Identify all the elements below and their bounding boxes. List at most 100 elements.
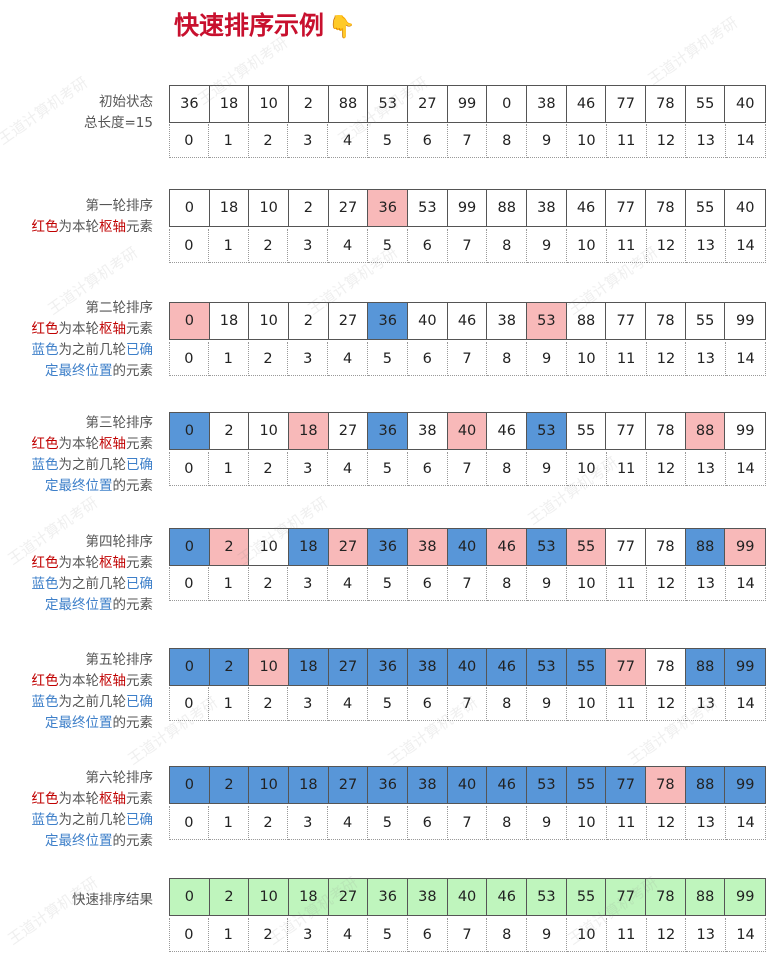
label-segment: 为本轮 <box>58 673 100 689</box>
label-segment: 为之前几轮 <box>58 342 127 358</box>
label-line: 总长度=15 <box>0 113 153 134</box>
array-index-cell: 7 <box>447 124 488 158</box>
array-value-cell: 36 <box>170 86 210 122</box>
array-index-cell: 0 <box>169 452 209 486</box>
array-index-cell: 11 <box>606 687 647 721</box>
array-index-cell: 7 <box>447 687 488 721</box>
array-index-cell: 2 <box>248 452 289 486</box>
array-index-cell: 11 <box>606 918 647 952</box>
array-index-cell: 10 <box>566 567 607 601</box>
array-value-cell: 40 <box>725 86 766 122</box>
row-label: 第四轮排序 红色为本轮枢轴元素 蓝色为之前几轮已确 定最终位置的元素 <box>0 532 154 616</box>
array-index-cell: 14 <box>726 124 766 158</box>
array-value-cell: 36 <box>368 767 409 803</box>
array-index-cell: 6 <box>407 567 448 601</box>
array-index-cell: 8 <box>487 124 528 158</box>
label-line: 第一轮排序 <box>0 196 154 217</box>
array-index-cell: 9 <box>527 229 567 263</box>
label-segment: 蓝色 <box>31 576 59 592</box>
array-index-cell: 10 <box>566 342 607 376</box>
array-index-cell: 9 <box>527 342 567 376</box>
label-segment: 元素 <box>126 321 153 337</box>
array-index-cell: 6 <box>407 342 448 376</box>
array-value-cell: 99 <box>725 529 766 565</box>
label-segment: 枢轴 <box>99 555 126 571</box>
row-label: 第六轮排序 红色为本轮枢轴元素 蓝色为之前几轮已确 定最终位置的元素 <box>0 768 154 852</box>
array-values-row: 0 18 10 2 27 36 40 46 38 53 88 77 78 55 99 <box>169 302 766 340</box>
label-segment: 红色 <box>31 673 59 689</box>
array-index-cell: 0 <box>169 342 209 376</box>
array-index-cell: 4 <box>328 342 368 376</box>
array-index-cell: 3 <box>288 229 329 263</box>
array-value-cell: 78 <box>646 529 686 565</box>
array-value-cell: 77 <box>606 879 647 915</box>
array-value-cell: 78 <box>646 190 686 226</box>
array-value-cell: 18 <box>289 767 329 803</box>
label-segment: 总长度=15 <box>84 115 153 131</box>
array-value-cell: 18 <box>289 529 329 565</box>
array-value-cell: 38 <box>408 649 448 685</box>
array-value-cell: 27 <box>328 649 369 685</box>
array-value-cell: 0 <box>170 529 210 565</box>
label-segment: 已确 <box>126 812 153 828</box>
array-values-row: 0 2 10 18 27 36 38 40 46 53 55 77 78 88 99 <box>169 766 766 804</box>
array-index-row: 0 1 2 3 4 5 6 7 8 9 10 11 12 13 14 <box>169 806 766 840</box>
array-index-cell: 7 <box>447 918 488 952</box>
row-label: 快速排序结果 <box>0 890 153 911</box>
array-value-cell: 88 <box>685 879 726 915</box>
array-value-cell: 10 <box>249 649 290 685</box>
label-segment: 的元素 <box>112 597 154 613</box>
array-index-cell: 13 <box>686 124 727 158</box>
array-value-cell: 0 <box>170 413 210 449</box>
array-index-cell: 4 <box>328 918 368 952</box>
label-line: 定最终位置的元素 <box>0 713 153 734</box>
array-index-cell: 4 <box>328 687 368 721</box>
array-index-cell: 2 <box>248 567 289 601</box>
array-value-cell: 46 <box>447 303 488 339</box>
array-value-cell: 53 <box>408 190 448 226</box>
array-index-cell: 3 <box>288 687 329 721</box>
label-segment: 定最终位置 <box>45 833 113 849</box>
label-line: 第三轮排序 <box>0 413 154 434</box>
array-index-cell: 5 <box>367 806 408 840</box>
array-index-cell: 8 <box>487 452 528 486</box>
array-value-cell: 38 <box>408 879 448 915</box>
label-segment: 枢轴 <box>99 436 126 452</box>
array-value-cell: 2 <box>289 190 329 226</box>
array-value-cell: 27 <box>408 86 448 122</box>
array-index-cell: 2 <box>248 687 289 721</box>
array-index-cell: 4 <box>328 452 368 486</box>
array-value-cell: 10 <box>249 879 290 915</box>
array-index-cell: 7 <box>447 452 488 486</box>
array-index-cell: 11 <box>606 806 647 840</box>
array-value-cell: 78 <box>646 649 686 685</box>
array-value-cell: 99 <box>725 879 766 915</box>
array-values-row: 0 18 10 2 27 36 53 99 88 38 46 77 78 55 40 <box>169 189 766 227</box>
array-index-cell: 9 <box>527 806 567 840</box>
label-segment: 为本轮 <box>58 436 100 452</box>
array-value-cell: 46 <box>566 190 607 226</box>
label-line: 定最终位置的元素 <box>0 361 153 382</box>
array-value-cell: 2 <box>209 879 250 915</box>
label-line: 第四轮排序 <box>0 532 154 553</box>
array-index-row: 0 1 2 3 4 5 6 7 8 9 10 11 12 13 14 <box>169 124 766 158</box>
array-index-cell: 13 <box>686 567 727 601</box>
row-label: 第二轮排序 红色为本轮枢轴元素 蓝色为之前几轮已确 定最终位置的元素 <box>0 298 154 382</box>
array-value-cell: 27 <box>328 413 369 449</box>
array-index-cell: 6 <box>407 229 448 263</box>
array-value-cell: 77 <box>606 649 647 685</box>
array-value-cell: 99 <box>447 86 488 122</box>
label-segment: 定最终位置 <box>45 597 113 613</box>
array-index-cell: 6 <box>407 806 448 840</box>
array-index-cell: 1 <box>208 567 249 601</box>
array-index-cell: 9 <box>527 687 567 721</box>
label-line: 蓝色为之前几轮已确 <box>0 574 154 595</box>
array-index-cell: 4 <box>328 567 368 601</box>
label-segment: 的元素 <box>112 833 154 849</box>
array-index-cell: 2 <box>248 806 289 840</box>
array-value-cell: 2 <box>209 767 250 803</box>
label-segment: 蓝色 <box>31 342 59 358</box>
array-index-cell: 6 <box>407 124 448 158</box>
array-value-cell: 38 <box>408 413 448 449</box>
array-index-cell: 0 <box>169 806 209 840</box>
